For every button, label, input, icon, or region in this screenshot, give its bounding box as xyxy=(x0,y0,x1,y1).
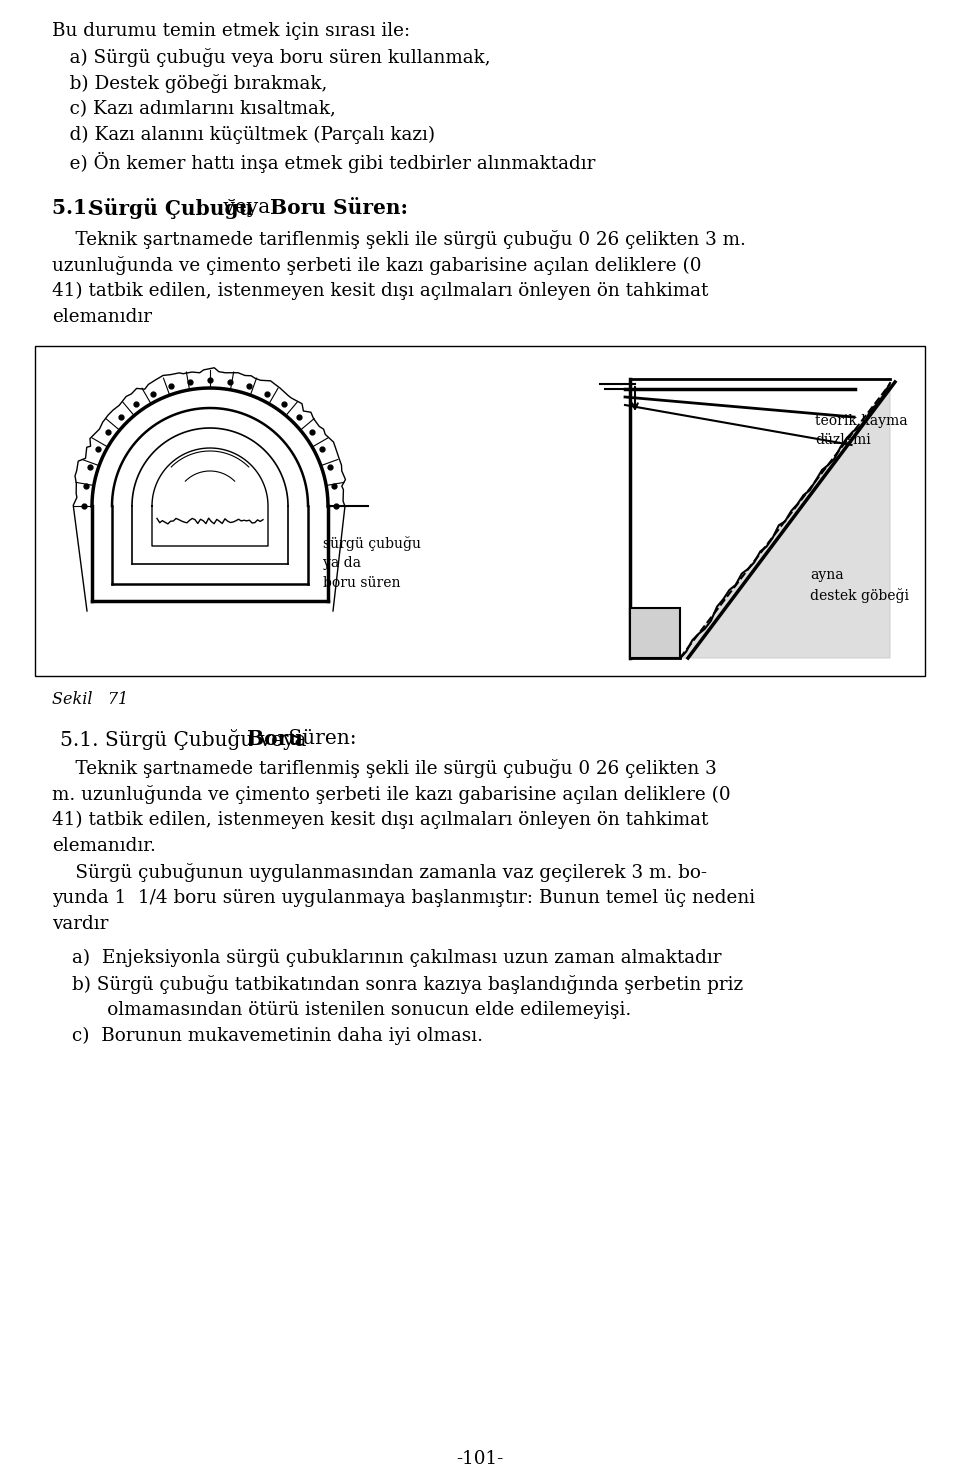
Text: sürgü çubuğu
ya da
boru süren: sürgü çubuğu ya da boru süren xyxy=(323,536,421,591)
Text: yunda 1  1/4 boru süren uygulanmaya başlanmıştır: Bunun temel üç nedeni: yunda 1 1/4 boru süren uygulanmaya başla… xyxy=(52,890,756,907)
Text: Boru: Boru xyxy=(247,729,302,748)
Text: c)  Borunun mukavemetinin daha iyi olması.: c) Borunun mukavemetinin daha iyi olması… xyxy=(72,1027,483,1046)
Text: Boru Süren:: Boru Süren: xyxy=(270,197,408,218)
Text: b) Sürgü çubuğu tatbikatından sonra kazıya başlandığında şerbetin priz: b) Sürgü çubuğu tatbikatından sonra kazı… xyxy=(72,975,743,994)
Text: Bu durumu temin etmek için sırası ile:: Bu durumu temin etmek için sırası ile: xyxy=(52,22,410,40)
Text: Teknik şartnamede tariflenmiş şekli ile sürgü çubuğu 0 26 çelikten 3 m.: Teknik şartnamede tariflenmiş şekli ile … xyxy=(52,230,746,249)
Text: olmamasından ötürü istenilen sonucun elde edilemeyişi.: olmamasından ötürü istenilen sonucun eld… xyxy=(72,1002,632,1019)
Text: Sürgü Çubuğu: Sürgü Çubuğu xyxy=(89,197,253,219)
Text: Süren:: Süren: xyxy=(281,729,356,748)
Text: vardır: vardır xyxy=(52,915,108,932)
Text: elemanıdır.: elemanıdır. xyxy=(52,837,156,854)
Text: 5.1.: 5.1. xyxy=(52,197,101,218)
Text: a) Sürgü çubuğu veya boru süren kullanmak,: a) Sürgü çubuğu veya boru süren kullanma… xyxy=(52,49,491,66)
Text: Teknik şartnamede tariflenmiş şekli ile sürgü çubuğu 0 26 çelikten 3: Teknik şartnamede tariflenmiş şekli ile … xyxy=(52,759,717,778)
Text: ayna
destek göbeği: ayna destek göbeği xyxy=(810,569,909,602)
Text: d) Kazı alanını küçültmek (Parçalı kazı): d) Kazı alanını küçültmek (Parçalı kazı) xyxy=(52,127,435,144)
Text: uzunluğunda ve çimento şerbeti ile kazı gabarisine açılan deliklere (0: uzunluğunda ve çimento şerbeti ile kazı … xyxy=(52,256,702,275)
Text: Sürgü çubuğunun uygulanmasından zamanla vaz geçilerek 3 m. bo-: Sürgü çubuğunun uygulanmasından zamanla … xyxy=(52,863,707,882)
Text: a)  Enjeksiyonla sürgü çubuklarının çakılması uzun zaman almaktadır: a) Enjeksiyonla sürgü çubuklarının çakıl… xyxy=(72,949,722,968)
Text: 5.1. Sürgü Çubuğu veya: 5.1. Sürgü Çubuğu veya xyxy=(60,729,313,750)
Text: -101-: -101- xyxy=(456,1449,504,1469)
Polygon shape xyxy=(152,448,268,546)
Text: m. uzunluğunda ve çimento şerbeti ile kazı gabarisine açılan deliklere (0: m. uzunluğunda ve çimento şerbeti ile ka… xyxy=(52,785,731,804)
Polygon shape xyxy=(680,384,890,658)
Bar xyxy=(630,608,680,658)
Text: elemanıdır: elemanıdır xyxy=(52,308,152,326)
Text: e) Ön kemer hattı inşa etmek gibi tedbirler alınmaktadır: e) Ön kemer hattı inşa etmek gibi tedbir… xyxy=(52,152,595,174)
Bar xyxy=(35,346,925,676)
Text: 41) tatbik edilen, istenmeyen kesit dışı açılmaları önleyen ön tahkimat: 41) tatbik edilen, istenmeyen kesit dışı… xyxy=(52,281,708,300)
Text: veya: veya xyxy=(217,197,276,217)
Text: c) Kazı adımlarını kısaltmak,: c) Kazı adımlarını kısaltmak, xyxy=(52,100,336,118)
Text: b) Destek göbeği bırakmak,: b) Destek göbeği bırakmak, xyxy=(52,74,327,93)
Text: 41) tatbik edilen, istenmeyen kesit dışı açılmaları önleyen ön tahkimat: 41) tatbik edilen, istenmeyen kesit dışı… xyxy=(52,812,708,829)
Text: Sekil   71: Sekil 71 xyxy=(52,691,128,709)
Text: teorik kayma
düzlemi: teorik kayma düzlemi xyxy=(815,414,907,448)
